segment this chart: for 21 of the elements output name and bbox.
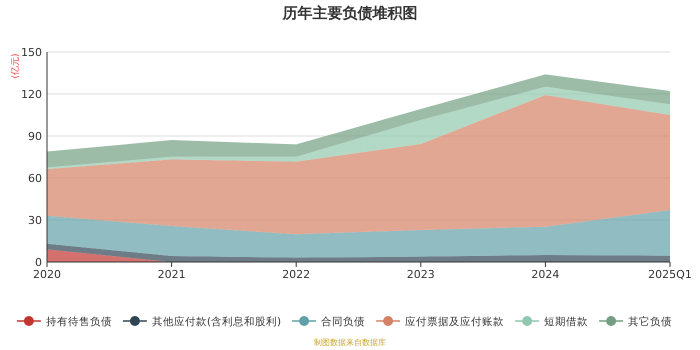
x-tick-label: 2024 <box>531 268 560 281</box>
text: 制图数据来自数据库 <box>314 338 386 347</box>
x-tick-label: 2020 <box>33 268 61 281</box>
x-tick-label: 2021 <box>158 268 186 281</box>
legend-label: 短期借款 <box>544 316 588 328</box>
y-tick-label: 30 <box>28 214 42 227</box>
y-axis-title: (亿元) <box>10 53 21 79</box>
y-tick-label: 0 <box>35 256 42 269</box>
chart-title: 历年主要负债堆积图 <box>282 4 418 22</box>
legend-label: 合同负债 <box>321 315 366 328</box>
y-tick-label: 150 <box>21 46 42 59</box>
legend-label: 其它负债 <box>628 315 672 328</box>
legend-label: 持有待售负债 <box>46 316 112 328</box>
x-tick-label: 2023 <box>406 268 435 281</box>
legend-label: 应付票据及应付账款 <box>405 315 504 328</box>
y-tick-label: 60 <box>28 172 42 185</box>
y-tick-label: 90 <box>28 130 42 143</box>
x-tick-label: 2022 <box>282 268 310 281</box>
legend-label: 其他应付款(含利息和股利) <box>152 315 282 328</box>
y-tick-label: 120 <box>21 88 42 101</box>
x-tick-label: 2025Q1 <box>648 268 692 281</box>
